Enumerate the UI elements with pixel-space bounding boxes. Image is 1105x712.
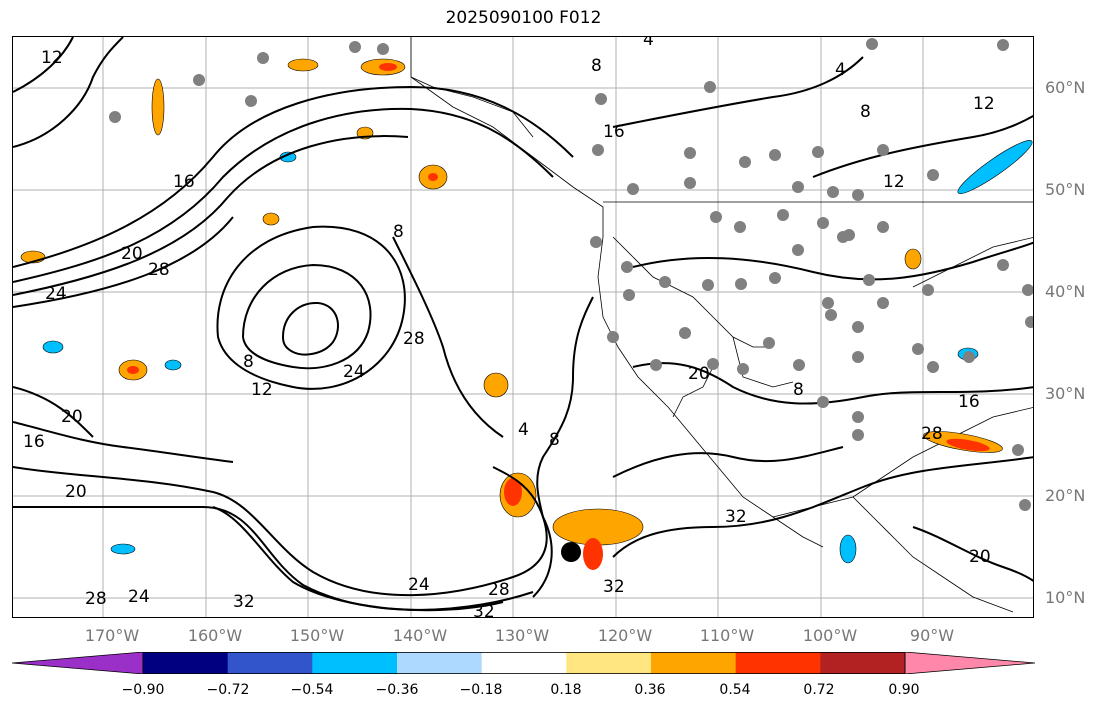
contour-label: 24 — [343, 362, 365, 382]
contour-label: 28 — [488, 580, 510, 600]
colorbar-tick-label: 0.18 — [550, 682, 582, 698]
map-title: 2025090100 F012 — [445, 8, 602, 28]
contour-label: 8 — [393, 222, 404, 242]
contour-label: 16 — [603, 122, 625, 142]
graticule — [13, 37, 1033, 617]
colorbar-arrow-high — [904, 652, 1036, 674]
contour-label: 12 — [251, 380, 273, 400]
contour-label: 16 — [173, 172, 195, 192]
colorbar-tick-label: −0.18 — [459, 682, 503, 698]
contour-label: 4 — [643, 37, 654, 50]
storm-center-marker — [561, 542, 581, 562]
map-panel: 12 8 4 4 16 12 8 12 28 24 20 16 8 20 16 … — [12, 36, 1034, 618]
contour-label: 8 — [793, 380, 804, 400]
contour-label: 24 — [128, 587, 150, 607]
lat-label: 10°N — [1045, 588, 1086, 607]
contour-label: 8 — [860, 102, 871, 122]
contour-label: 8 — [549, 430, 560, 450]
colorbar-tick-label: −0.54 — [290, 682, 334, 698]
colorbar-tick-label: 0.90 — [888, 682, 920, 698]
contour-label: 4 — [518, 420, 529, 440]
colorbar-segment — [651, 652, 737, 674]
lon-label: 150°W — [289, 626, 345, 645]
contour-label: 20 — [121, 244, 143, 264]
colorbar — [12, 652, 1036, 674]
colorbar-tick-label: −0.90 — [121, 682, 165, 698]
contour-label: 20 — [65, 482, 87, 502]
colorbar-tick-label: −0.72 — [206, 682, 250, 698]
contour-label: 28 — [921, 424, 943, 444]
contour-lines — [13, 37, 1033, 612]
contour-label: 20 — [969, 547, 991, 567]
colorbar-segment — [820, 652, 906, 674]
colorbar-segment — [566, 652, 652, 674]
colorbar-segment — [735, 652, 821, 674]
lat-label: 30°N — [1045, 384, 1086, 403]
colorbar-arrow-low — [12, 652, 144, 674]
contour-label: 12 — [883, 172, 905, 192]
lon-label: 90°W — [909, 626, 955, 645]
lon-label: 170°W — [84, 626, 140, 645]
contour-label: 28 — [148, 260, 170, 280]
lon-label: 100°W — [802, 626, 858, 645]
contour-label: 4 — [835, 60, 846, 80]
lon-label: 120°W — [597, 626, 653, 645]
contour-label: 24 — [408, 575, 430, 595]
lat-label: 60°N — [1045, 78, 1086, 97]
colorbar-segment — [397, 652, 483, 674]
contour-label: 8 — [591, 56, 602, 76]
lat-label: 50°N — [1045, 180, 1086, 199]
lat-label: 40°N — [1045, 282, 1086, 301]
contour-label: 20 — [61, 407, 83, 427]
lon-label: 160°W — [187, 626, 243, 645]
map-canvas: 12 8 4 4 16 12 8 12 28 24 20 16 8 20 16 … — [13, 37, 1033, 618]
lat-label: 20°N — [1045, 486, 1086, 505]
contour-label: 8 — [243, 352, 254, 372]
lon-label: 130°W — [494, 626, 550, 645]
shaded-regions — [20, 58, 1033, 570]
contour-label: 28 — [403, 329, 425, 349]
contour-label: 20 — [688, 364, 710, 384]
station-markers — [109, 38, 1033, 511]
colorbar-tick-label: 0.36 — [634, 682, 666, 698]
colorbar-outline — [142, 652, 906, 674]
contour-label: 32 — [603, 577, 625, 597]
colorbar-tick-label: 0.72 — [803, 682, 835, 698]
contour-label: 28 — [85, 589, 107, 609]
contour-label: 32 — [233, 592, 255, 612]
colorbar-tick-label: 0.54 — [719, 682, 751, 698]
contour-label: 16 — [958, 392, 980, 412]
contour-label: 32 — [473, 602, 495, 618]
contour-label: 16 — [23, 432, 45, 452]
colorbar-segment — [227, 652, 313, 674]
colorbar-segment — [312, 652, 398, 674]
contour-label: 24 — [45, 284, 67, 304]
contour-label: 12 — [973, 94, 995, 114]
lon-label: 140°W — [392, 626, 448, 645]
coastlines — [410, 37, 1033, 613]
colorbar-segment — [481, 652, 567, 674]
contour-label: 32 — [725, 507, 747, 527]
contour-label-group: 12 8 4 4 16 12 8 12 28 24 20 16 8 20 16 … — [23, 37, 995, 618]
colorbar-segment — [143, 652, 229, 674]
contour-label: 12 — [41, 48, 63, 68]
lon-label: 110°W — [699, 626, 755, 645]
colorbar-tick-label: −0.36 — [375, 682, 419, 698]
